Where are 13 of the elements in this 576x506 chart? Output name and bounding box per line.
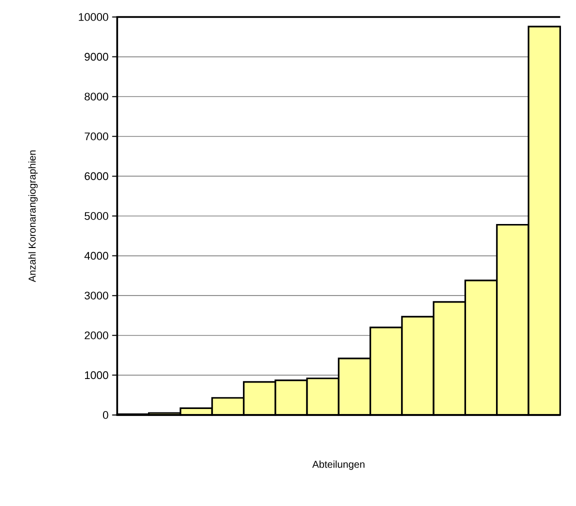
y-tick-label: 9000 (84, 52, 108, 61)
y-tick-label: 6000 (84, 172, 108, 180)
y-tick-label: 0 (102, 411, 108, 419)
y-tick-label: 5000 (84, 212, 108, 220)
y-tick-label: 4000 (84, 252, 108, 260)
y-tick-label: 2000 (84, 332, 108, 340)
y-tick-label: 8000 (84, 92, 108, 100)
x-axis-title: Abteilungen (312, 460, 364, 470)
y-tick-label: 10000 (78, 13, 108, 21)
y-tick-label: 1000 (85, 371, 108, 380)
y-axis-title: Anzahl Koronarangiographien (28, 150, 38, 282)
y-tick-label: 3000 (84, 292, 108, 300)
y-tick-label: 7000 (84, 132, 108, 140)
